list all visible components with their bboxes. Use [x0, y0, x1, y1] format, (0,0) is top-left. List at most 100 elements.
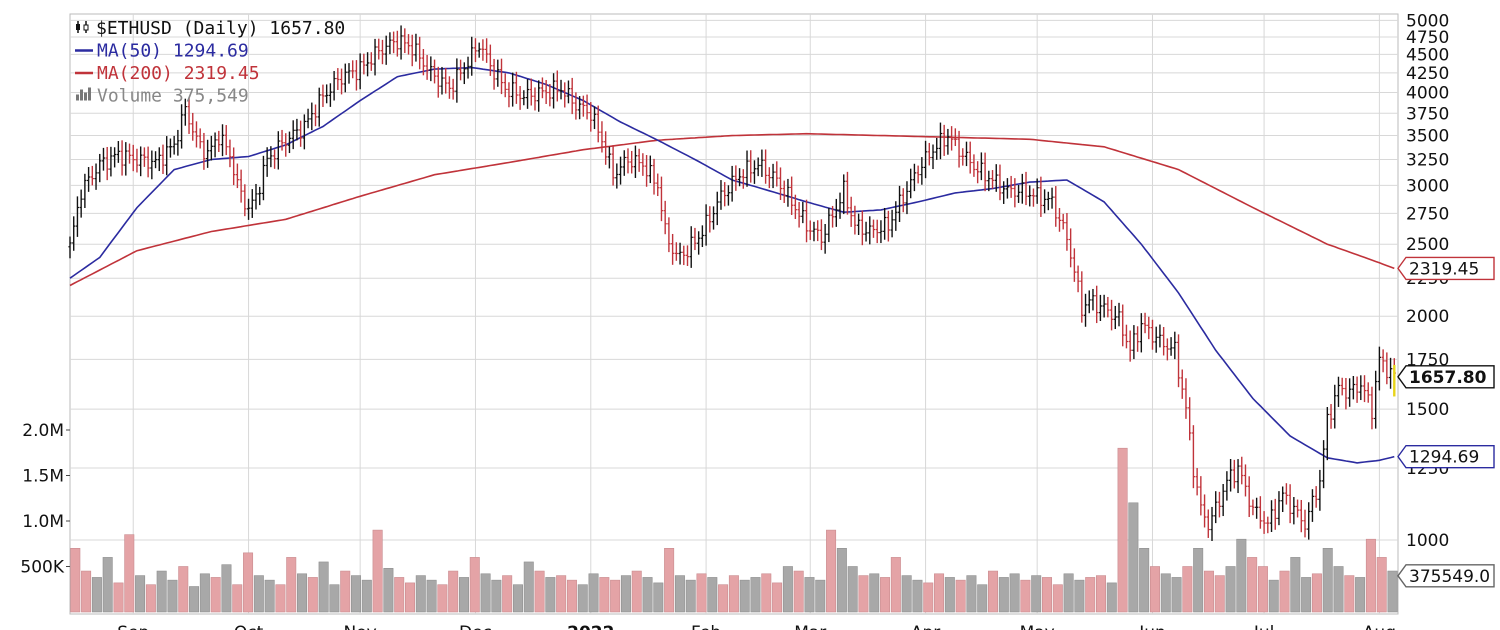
- date-axis: Sep Oct Nov Dec 2022 Feb Mar Apr May Jun Jul Aug: [117, 623, 1396, 630]
- volume-bar: [1290, 557, 1301, 613]
- volume-bar: [448, 570, 459, 613]
- volume-bar: [1301, 577, 1312, 613]
- y-tick-label: 1500: [1406, 400, 1449, 420]
- y-tick-label: 3500: [1406, 127, 1449, 147]
- volume-bar: [340, 570, 351, 613]
- volume-bar: [944, 577, 955, 613]
- volume-bar: [815, 579, 826, 613]
- volume-bar: [307, 577, 318, 613]
- x-tick-label: 2022: [567, 623, 614, 630]
- volume-bar: [1128, 502, 1139, 613]
- volume-bar: [502, 575, 513, 613]
- value-tag-ma50: [1397, 444, 1495, 469]
- volume-bar: [761, 573, 772, 613]
- volume-bar: [437, 584, 448, 613]
- volume-bar: [458, 577, 469, 613]
- volume-bar: [318, 561, 329, 613]
- volume-bar: [955, 579, 966, 613]
- y-tick-label: 1000: [1406, 531, 1449, 551]
- volume-bar: [1052, 584, 1063, 613]
- volume-bar: [145, 584, 156, 613]
- y-tick-label: 3000: [1406, 176, 1449, 196]
- value-tags: 2319.45 1657.80 1294.69 375549.0: [1397, 256, 1495, 588]
- volume-bar: [124, 534, 135, 613]
- volume-bar: [491, 579, 502, 613]
- volume-bar: [642, 577, 653, 613]
- y-tick-label: 2000: [1406, 307, 1449, 327]
- volume-bar: [685, 579, 696, 613]
- volume-bar: [577, 584, 588, 613]
- volume-tick-label: 1.5M: [22, 467, 64, 487]
- volume-bar: [1095, 575, 1106, 613]
- volume-bar: [1225, 566, 1236, 613]
- volume-bar: [221, 564, 232, 613]
- volume-bar: [1257, 566, 1268, 613]
- value-tag-ma200: [1397, 256, 1495, 281]
- volume-bar: [253, 575, 264, 613]
- volume-bar: [297, 573, 308, 613]
- volume-bar: [890, 557, 901, 613]
- volume-bar: [1344, 575, 1355, 613]
- volume-bar: [610, 579, 621, 613]
- volume-bar: [977, 584, 988, 613]
- volume-bar: [988, 570, 999, 613]
- x-tick-label: Apr: [911, 623, 940, 630]
- volume-bar: [1214, 575, 1225, 613]
- volume-bar: [826, 529, 837, 613]
- volume-bar: [1149, 566, 1160, 613]
- volume-bar: [588, 573, 599, 613]
- candle-body: [76, 24, 80, 30]
- y-tick-label: 4000: [1406, 83, 1449, 103]
- volume-bar: [178, 566, 189, 613]
- value-tag-label: 1294.69: [1409, 448, 1479, 468]
- x-tick-label: Sep: [117, 623, 149, 630]
- volume-bar: [566, 579, 577, 613]
- volume-bar: [113, 582, 124, 613]
- volume-bar: [696, 573, 707, 613]
- volume-bar: [545, 577, 556, 613]
- volume-bar: [199, 573, 210, 613]
- volume-bar: [383, 568, 394, 613]
- volume-bar: [243, 552, 254, 613]
- x-tick-label: Mar: [794, 623, 826, 630]
- y-tick-label: 4500: [1406, 45, 1449, 65]
- volume-bar: [394, 577, 405, 613]
- volume-bar: [1203, 570, 1214, 613]
- volume-bar: [966, 575, 977, 613]
- volume-bar: [793, 570, 804, 613]
- ma200-line: [69, 132, 1395, 287]
- legend-label-ma200: MA(200) 2319.45: [97, 63, 260, 84]
- x-tick-label: Jul: [1253, 623, 1275, 630]
- volume-bar: [1042, 577, 1053, 613]
- x-tick-label: May: [1020, 623, 1055, 630]
- y-tick-label: 2500: [1406, 235, 1449, 255]
- volume-bar: [901, 575, 912, 613]
- volume-bar: [275, 584, 286, 613]
- candle-body: [83, 24, 89, 31]
- y-tick-label: 4750: [1406, 28, 1449, 48]
- volume-bar: [167, 579, 178, 613]
- volume-bar: [772, 582, 783, 613]
- volume-bar: [1376, 557, 1387, 613]
- volume-bar: [1009, 573, 1020, 613]
- legend-label-price: $ETHUSD (Daily) 1657.80: [96, 18, 345, 39]
- volume-bar: [750, 577, 761, 613]
- volume-bar: [361, 579, 372, 613]
- volume-bar: [102, 557, 113, 613]
- volume-bar: [372, 529, 383, 613]
- volume-bar: [653, 582, 664, 613]
- volume-bar: [782, 566, 793, 613]
- value-tag-volume: [1397, 564, 1495, 588]
- y-tick-label: 3250: [1406, 150, 1449, 170]
- volume-bar: [934, 573, 945, 613]
- volume-tick-label: 500K: [20, 558, 64, 578]
- volume-bar: [1160, 573, 1171, 613]
- volume-bar: [1311, 573, 1322, 613]
- volume-bar: [923, 582, 934, 613]
- volume-bar: [836, 547, 847, 613]
- volume-bar: [1139, 547, 1150, 613]
- volume-bar: [426, 579, 437, 613]
- volume-bar: [804, 577, 815, 613]
